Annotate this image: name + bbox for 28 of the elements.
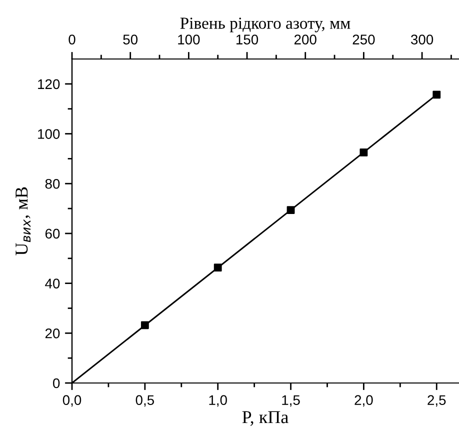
point: [286, 206, 295, 214]
x-tick-label: 0,5: [136, 395, 154, 407]
y-tick-label: 0: [53, 378, 60, 388]
x-tick-label: 1,5: [282, 395, 300, 407]
x-tick-label: 1,0: [209, 395, 227, 407]
x2-tick-label: 300: [410, 34, 434, 44]
x2-tick-label: 0: [68, 34, 76, 44]
x2-axis-title: Рівень рідкого азоту, мм: [180, 18, 350, 32]
y-tick-label: 120: [38, 79, 60, 90]
y-tick-label: 100: [38, 129, 60, 139]
point: [140, 321, 149, 330]
x-tick-label: 2,5: [428, 395, 446, 407]
x2-tick-label: 250: [352, 34, 375, 44]
x-tick-label: 0,0: [62, 395, 82, 407]
y-tick-label: 80: [45, 178, 60, 189]
x-axis-title: P, кПа: [242, 411, 288, 426]
y-tick-label: 40: [45, 278, 60, 288]
x2-tick-label: 200: [294, 34, 316, 44]
point: [432, 90, 441, 99]
y-tick-label: 60: [45, 228, 60, 239]
y-axis-title: U$_{вих}$, мВ: [16, 187, 30, 256]
y-tick-label: 20: [45, 328, 60, 338]
x2-tick-label: 100: [178, 34, 200, 44]
point: [360, 148, 368, 156]
x-tick-label: 2,0: [354, 395, 373, 407]
x2-tick-label: 50: [123, 34, 138, 44]
point: [214, 264, 222, 272]
x2-tick-label: 150: [236, 34, 258, 44]
